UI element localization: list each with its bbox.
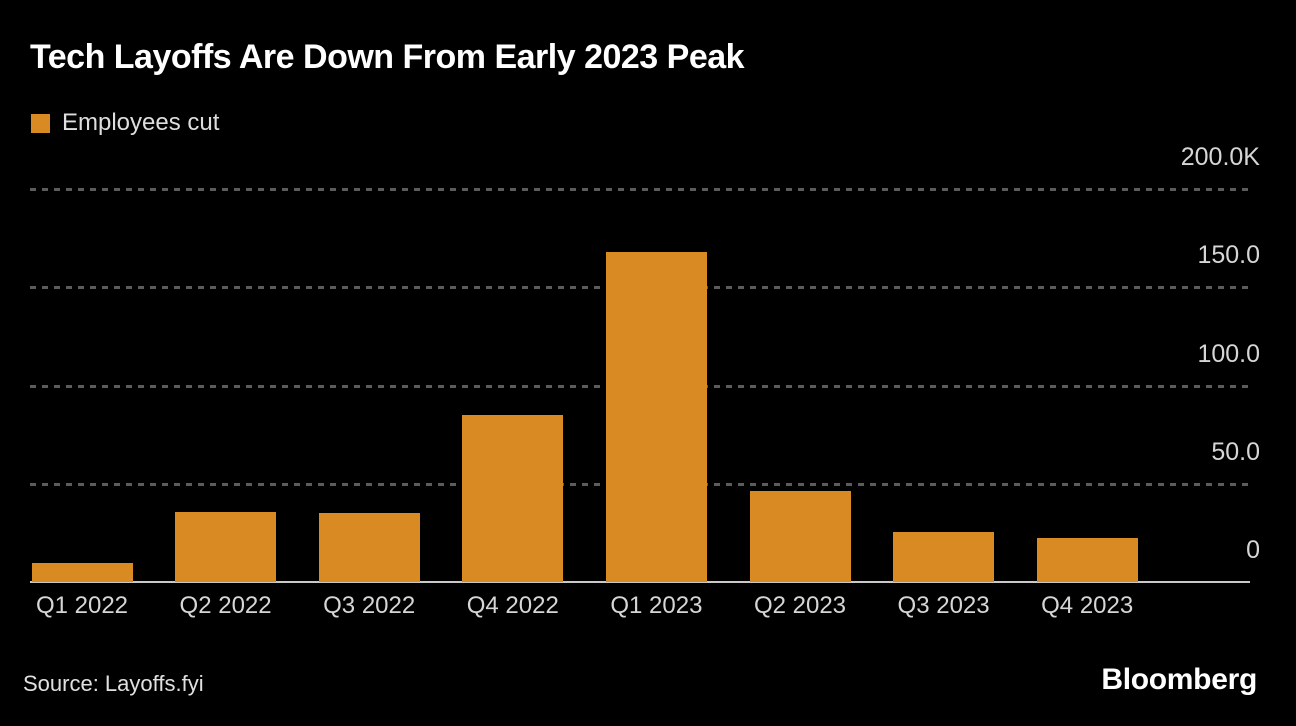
x-tick-label: Q2 2022	[179, 592, 272, 619]
y-tick-label: 200.0K	[1180, 143, 1260, 171]
y-tick-label: 0	[1246, 536, 1260, 564]
legend-label: Employees cut	[62, 109, 220, 136]
bar-q4-2022	[462, 414, 564, 582]
x-tick-label: Q3 2022	[323, 592, 416, 619]
bar-q3-2023	[893, 531, 995, 582]
x-tick-label: Q4 2022	[466, 592, 559, 619]
bloomberg-logo: Bloomberg	[1101, 663, 1257, 696]
legend-swatch-icon	[31, 113, 50, 133]
y-tick-label: 100.0	[1197, 339, 1260, 368]
source-note: Source: Layoffs.fyi	[23, 671, 204, 696]
gridline	[30, 188, 1252, 191]
x-tick-label: Q1 2023	[610, 592, 703, 619]
bar-q3-2022	[318, 513, 420, 582]
y-tick-label: 50.0	[1211, 437, 1260, 466]
bar-q1-2022	[31, 563, 133, 582]
bar-q4-2023	[1036, 537, 1138, 582]
bar-q2-2022	[175, 512, 277, 582]
x-tick-label: Q4 2023	[1041, 592, 1134, 619]
x-tick-label: Q1 2022	[35, 592, 129, 619]
x-tick-label: Q3 2023	[897, 592, 990, 619]
chart-title: Tech Layoffs Are Down From Early 2023 Pe…	[30, 38, 745, 76]
legend: Employees cut	[31, 109, 220, 136]
x-axis-line	[30, 581, 1250, 583]
bar-q1-2023	[605, 251, 707, 582]
y-tick-label: 150.0	[1197, 241, 1260, 270]
x-tick-label: Q2 2023	[753, 592, 847, 619]
bar-q2-2023	[749, 490, 851, 582]
